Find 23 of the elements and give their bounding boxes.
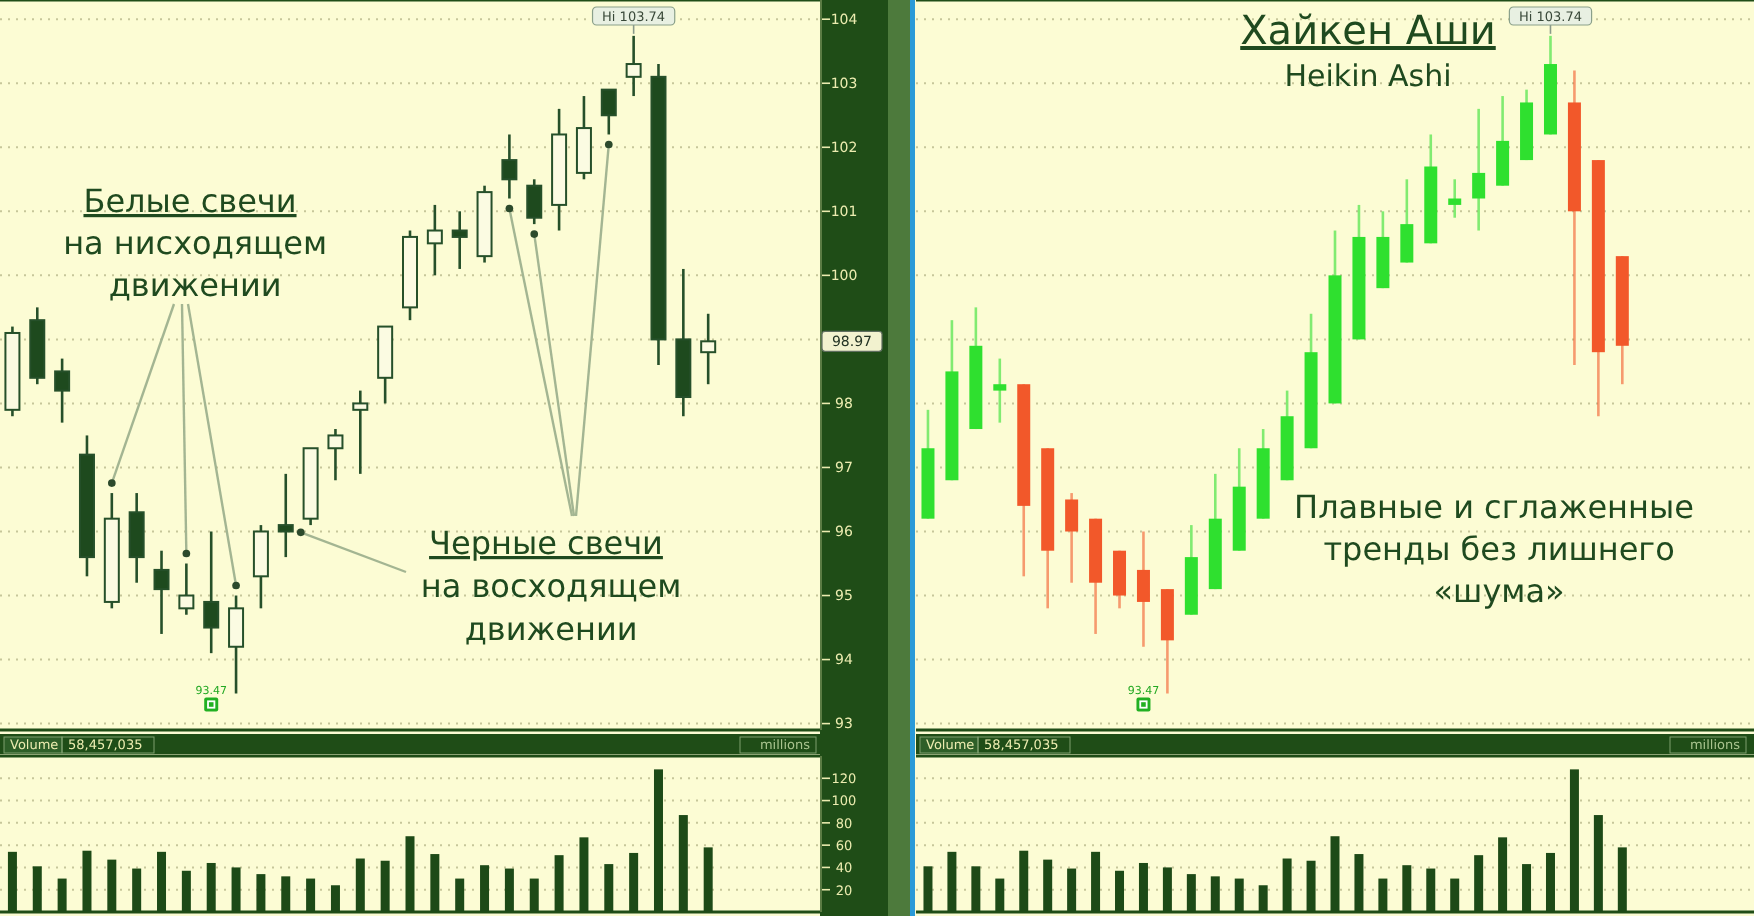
annotation: Черные свечи на восходящем движении — [410, 524, 682, 648]
text: Heikin Ashi — [1284, 58, 1452, 94]
chart-title: Хайкен Аши — [1240, 6, 1496, 54]
candlestick — [153, 549, 170, 636]
candlestick — [451, 210, 468, 271]
candlestick — [54, 357, 71, 424]
candlestick — [501, 133, 518, 200]
candlestick — [327, 427, 344, 482]
candlestick — [252, 523, 269, 610]
candlestick — [277, 472, 294, 559]
candlestick — [526, 178, 543, 226]
candlestick — [178, 562, 195, 617]
candlestick — [426, 203, 443, 277]
candlestick — [700, 312, 717, 386]
candlestick — [600, 88, 617, 136]
candlestick — [203, 530, 220, 655]
candlestick — [128, 491, 145, 585]
candlestick — [228, 594, 245, 695]
annotation: Белые свечи на нисходящем движении — [52, 182, 328, 304]
annotation: Плавные и сглаженные тренды без лишнего «шума» — [1294, 488, 1694, 610]
candlestick — [352, 389, 369, 476]
candlestick — [625, 34, 642, 98]
candlestick — [575, 94, 592, 181]
